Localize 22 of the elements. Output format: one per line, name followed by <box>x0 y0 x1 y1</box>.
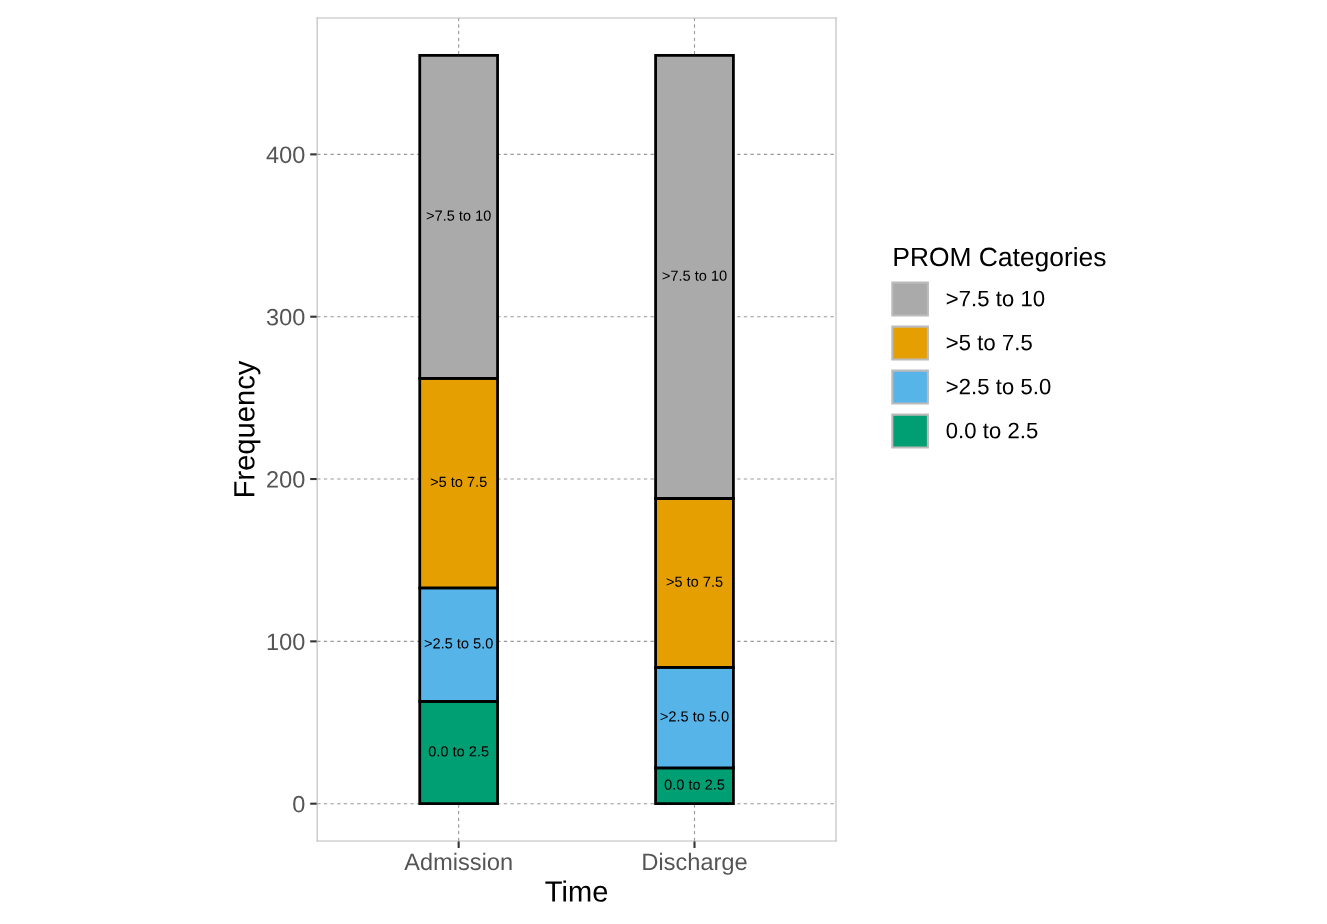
y-tick-label: 300 <box>266 308 305 326</box>
text: >2.5 to 5.0 <box>660 711 729 722</box>
text: >5 to 7.5 <box>430 476 487 487</box>
x-tick-label: Discharge <box>643 852 747 875</box>
text: >7.5 to 10 <box>662 270 727 281</box>
y-tick-label: 0 <box>293 795 305 813</box>
legend-label: >7.5 to 10 <box>946 290 1045 307</box>
x-axis-title: Time <box>545 880 608 902</box>
y-tick-label: 400 <box>266 146 305 164</box>
y-tick-label: 100 <box>267 633 305 651</box>
y-tick-label: 200 <box>267 471 305 488</box>
text: 0.0 to 2.5 <box>428 746 489 757</box>
x-tick-label: Admission <box>404 852 512 871</box>
legend-label: >5 to 7.5 <box>946 334 1032 351</box>
text: >7.5 to 10 <box>426 210 491 221</box>
legend-label: >2.5 to 5.0 <box>946 378 1051 395</box>
legend-label: 0.0 to 2.5 <box>946 422 1038 439</box>
text: >2.5 to 5.0 <box>424 638 493 649</box>
text: 0.0 to 2.5 <box>664 779 725 790</box>
y-axis-title: Frequency <box>234 360 261 497</box>
text: >5 to 7.5 <box>666 576 723 587</box>
legend-title: PROM Categories <box>894 246 1106 272</box>
